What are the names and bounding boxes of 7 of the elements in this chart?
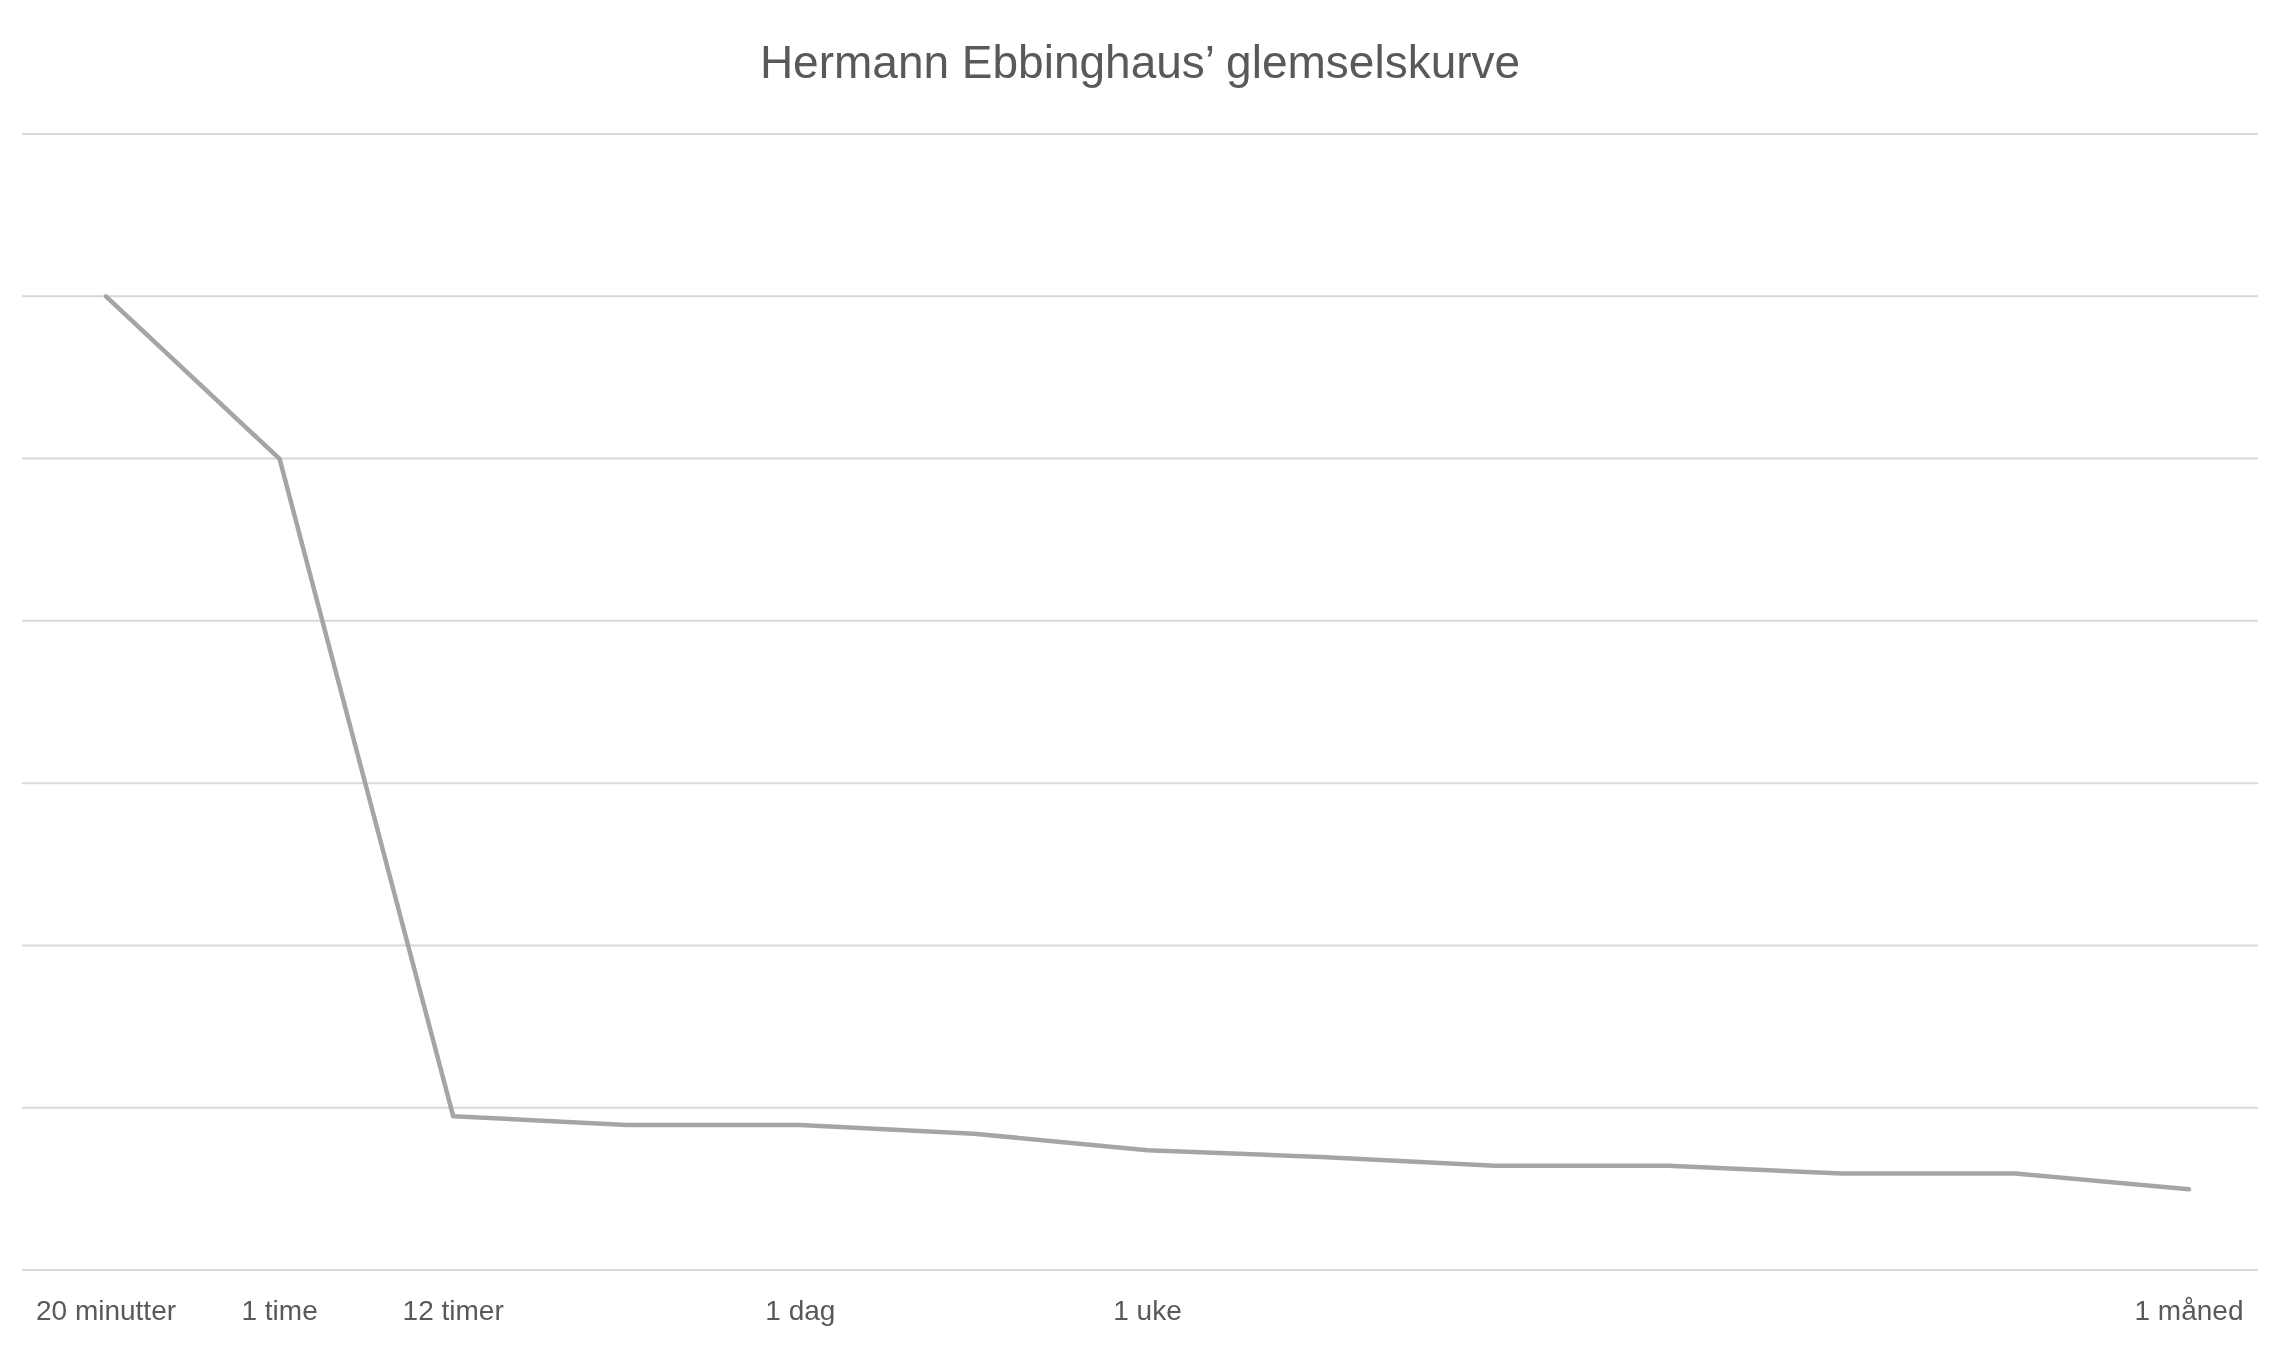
x-tick-label: 1 uke bbox=[1113, 1295, 1182, 1326]
x-tick-label: 12 timer bbox=[402, 1295, 504, 1326]
x-tick-label: 20 minutter bbox=[35, 1295, 177, 1326]
x-tick-label: 1 time bbox=[241, 1295, 318, 1326]
x-tick-label: 1 måned bbox=[2134, 1295, 2244, 1326]
chart-title: Hermann Ebbinghaus’ glemselskurve bbox=[759, 36, 1521, 88]
x-tick-label: 1 dag bbox=[765, 1295, 836, 1326]
